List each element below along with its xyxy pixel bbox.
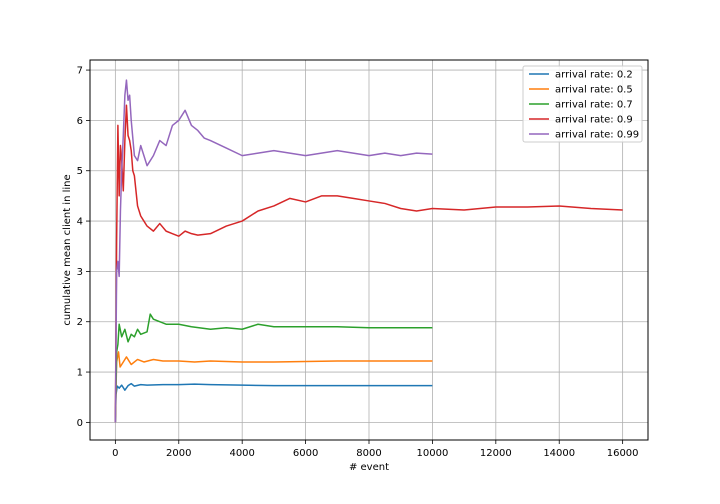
legend-label-0: arrival rate: 0.2 [555, 70, 633, 81]
x-tick-label: 6000 [293, 448, 318, 459]
x-tick-label: 4000 [229, 448, 254, 459]
y-tick-label: 1 [77, 368, 83, 379]
legend: arrival rate: 0.2 arrival rate: 0.5 arriva… [522, 65, 643, 143]
y-tick-label: 4 [77, 217, 83, 228]
ticks: 0 2000 4000 6000 8000 10000 12000 14000 16000 0 1 2… [77, 66, 639, 459]
x-tick-label: 12000 [480, 448, 512, 459]
x-axis-label: # event [349, 462, 389, 473]
y-tick-label: 7 [77, 66, 83, 77]
x-tick-label: 0 [112, 448, 118, 459]
x-tick-label: 16000 [607, 448, 639, 459]
legend-label-3: arrival rate: 0.9 [555, 115, 633, 126]
legend-label-2: arrival rate: 0.7 [555, 100, 633, 111]
series-line-0 [114, 382, 433, 423]
y-tick-label: 6 [77, 116, 83, 127]
x-tick-label: 2000 [166, 448, 191, 459]
x-tick-label: 10000 [417, 448, 449, 459]
series-line-1 [114, 351, 433, 418]
y-tick-label: 2 [77, 317, 83, 328]
series-line-2 [114, 313, 433, 423]
y-axis-label: cumulative mean client in line [62, 174, 73, 325]
legend-box [522, 65, 643, 143]
y-tick-label: 3 [77, 267, 83, 278]
series-line-3 [114, 104, 623, 423]
legend-label-1: arrival rate: 0.5 [555, 85, 633, 96]
y-tick-label: 5 [77, 166, 83, 177]
x-tick-label: 8000 [356, 448, 381, 459]
y-tick-label: 0 [77, 418, 83, 429]
series-layer [114, 79, 623, 423]
legend-label-4: arrival rate: 0.99 [555, 130, 639, 141]
x-tick-label: 14000 [543, 448, 575, 459]
series-line-4 [114, 79, 433, 423]
